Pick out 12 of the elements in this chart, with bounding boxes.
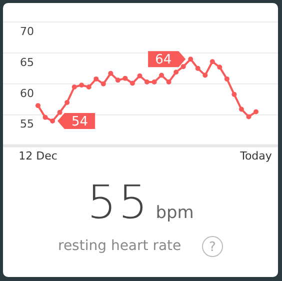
data-label: 64	[155, 52, 172, 68]
y-tick-label: 70	[20, 24, 34, 38]
y-tick-label: 65	[20, 56, 34, 69]
help-icon: ?	[202, 236, 223, 257]
text: bpm	[156, 203, 194, 223]
text: 55	[87, 175, 150, 229]
data-label: 54	[72, 114, 88, 130]
x-tick-label: 12 Dec	[18, 149, 58, 162]
y-tick-label: 60	[20, 86, 34, 100]
y-tick-label: 55	[20, 118, 34, 131]
text: resting heart rate	[58, 238, 182, 254]
x-tick-label: Today	[239, 149, 272, 162]
